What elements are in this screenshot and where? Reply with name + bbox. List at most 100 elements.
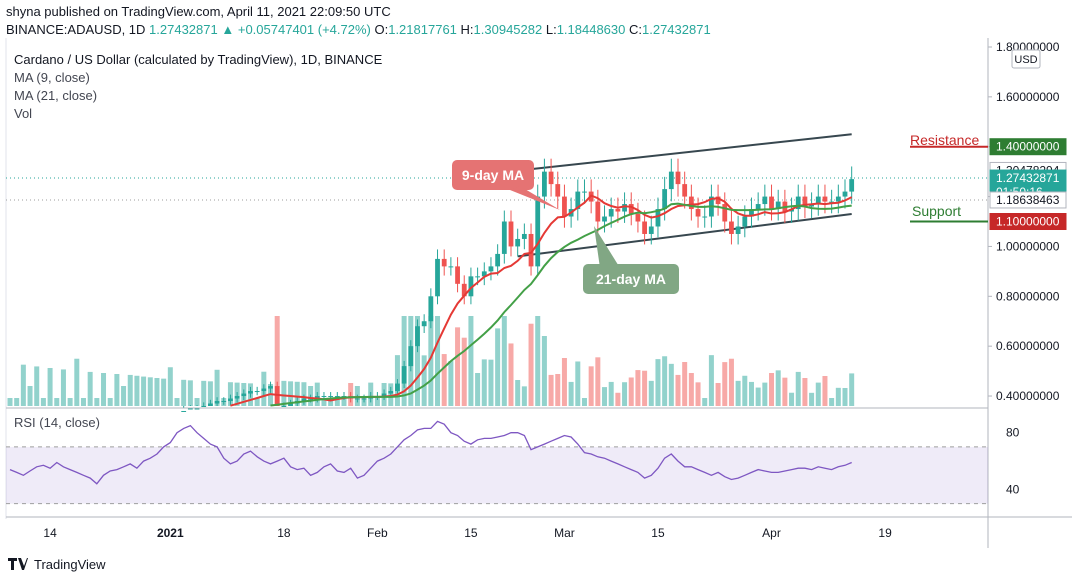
candle-body	[582, 191, 587, 193]
volume-bar	[708, 355, 714, 406]
volume-bar	[214, 369, 220, 406]
ma9-legend: MA (9, close)	[14, 70, 90, 85]
volume-bar	[341, 398, 347, 406]
channel-upper-line	[530, 133, 852, 171]
candle-body	[321, 396, 327, 398]
open-value: 1.21817761	[388, 22, 457, 37]
close-value: 1.27432871	[642, 22, 711, 37]
candle-body	[214, 401, 220, 404]
candle-body	[508, 221, 514, 247]
candle-body	[495, 253, 501, 267]
volume-bar	[441, 354, 447, 406]
up-arrow-icon: ▲	[221, 22, 235, 37]
volume-bar	[849, 373, 855, 406]
volume-bar	[722, 362, 728, 406]
candle-body	[528, 233, 534, 267]
candle-body	[281, 406, 287, 407]
volume-bar	[47, 368, 53, 406]
chart-title: Cardano / US Dollar (calculated by Tradi…	[14, 52, 383, 67]
volume-bar	[829, 398, 835, 406]
volume-bar	[655, 359, 661, 406]
candle-body	[722, 204, 728, 222]
volume-bar	[187, 380, 193, 406]
volume-bar	[762, 382, 768, 406]
tradingview-logo-icon	[8, 556, 28, 573]
volume-bar	[67, 398, 73, 406]
volume-bar	[702, 398, 708, 406]
candle-body	[361, 398, 367, 400]
candle-body	[628, 204, 634, 215]
volume-bar	[94, 398, 100, 406]
currency-label: USD	[1014, 54, 1037, 66]
volume-bar	[181, 379, 187, 406]
volume-bar	[595, 357, 601, 406]
volume-bar	[648, 380, 654, 406]
volume-bar	[7, 398, 13, 406]
high-value: 1.30945282	[473, 22, 543, 37]
ma9-callout: 9-day MA	[452, 160, 560, 210]
candle-body	[435, 258, 440, 297]
price-badge-text: 1.18638463	[996, 193, 1060, 207]
volume-bar	[288, 381, 294, 406]
price-axis-badge: 1.40000000	[989, 138, 1067, 156]
candle-body	[615, 209, 621, 212]
price-badge-box	[989, 191, 1067, 209]
time-tick-label: 2021	[157, 526, 184, 540]
candle-body	[481, 271, 487, 277]
volume-bar	[274, 316, 280, 406]
candle-body	[829, 201, 835, 203]
tradingview-footer[interactable]: TradingView	[8, 556, 106, 573]
candle-body	[742, 216, 748, 227]
price-badge-box	[989, 138, 1067, 156]
candle-body	[187, 408, 193, 410]
rsi-line	[9, 420, 852, 485]
volume-bar	[588, 366, 594, 406]
volume-bar	[301, 382, 307, 406]
volume-bar	[835, 387, 841, 406]
volume-bar	[141, 376, 147, 406]
rsi-legend: RSI (14, close)	[14, 415, 100, 430]
price-badge-box	[989, 213, 1067, 231]
candle-body	[241, 393, 247, 397]
volume-bar	[328, 398, 334, 406]
candle-body	[795, 196, 801, 210]
volume-bar	[80, 398, 86, 406]
volume-bar	[481, 359, 487, 406]
volume-bar	[101, 373, 107, 406]
candle-body	[388, 391, 394, 394]
volume-bar	[167, 367, 173, 406]
candle-body	[201, 406, 207, 407]
candle-body	[415, 326, 420, 347]
candle-body	[228, 398, 233, 402]
time-tick-label: Feb	[367, 526, 388, 540]
candle-body	[408, 346, 414, 367]
candle-body	[688, 196, 694, 210]
candle-body	[635, 214, 641, 222]
time-tick-label: Apr	[762, 526, 781, 540]
candle-body	[655, 209, 661, 227]
channel-lower-line	[517, 213, 852, 258]
high-label: H:	[460, 22, 474, 37]
ma21-callout-text: 21-day MA	[596, 271, 666, 287]
volume-bar	[568, 381, 574, 406]
volume-bar	[515, 380, 521, 406]
ma9-line	[230, 194, 853, 407]
volume-bar	[688, 373, 694, 406]
volume-bar	[528, 323, 534, 406]
candle-body	[334, 396, 340, 398]
volume-bar	[815, 382, 821, 406]
price-axis-badge: 1.10000000	[989, 213, 1067, 231]
currency-badge: USD	[1011, 49, 1041, 69]
volume-bar	[161, 378, 167, 406]
volume-bar	[207, 381, 213, 406]
volume-bar	[769, 373, 775, 406]
support-label: Support	[912, 203, 961, 219]
candle-body	[421, 321, 427, 327]
volume-bar	[508, 343, 514, 406]
volume-bar	[475, 373, 481, 406]
candle-body	[648, 226, 654, 234]
rsi-tick-label: 40	[1006, 482, 1020, 496]
candle-body	[515, 238, 521, 247]
price-badge-text: 1.40000000	[996, 140, 1060, 154]
